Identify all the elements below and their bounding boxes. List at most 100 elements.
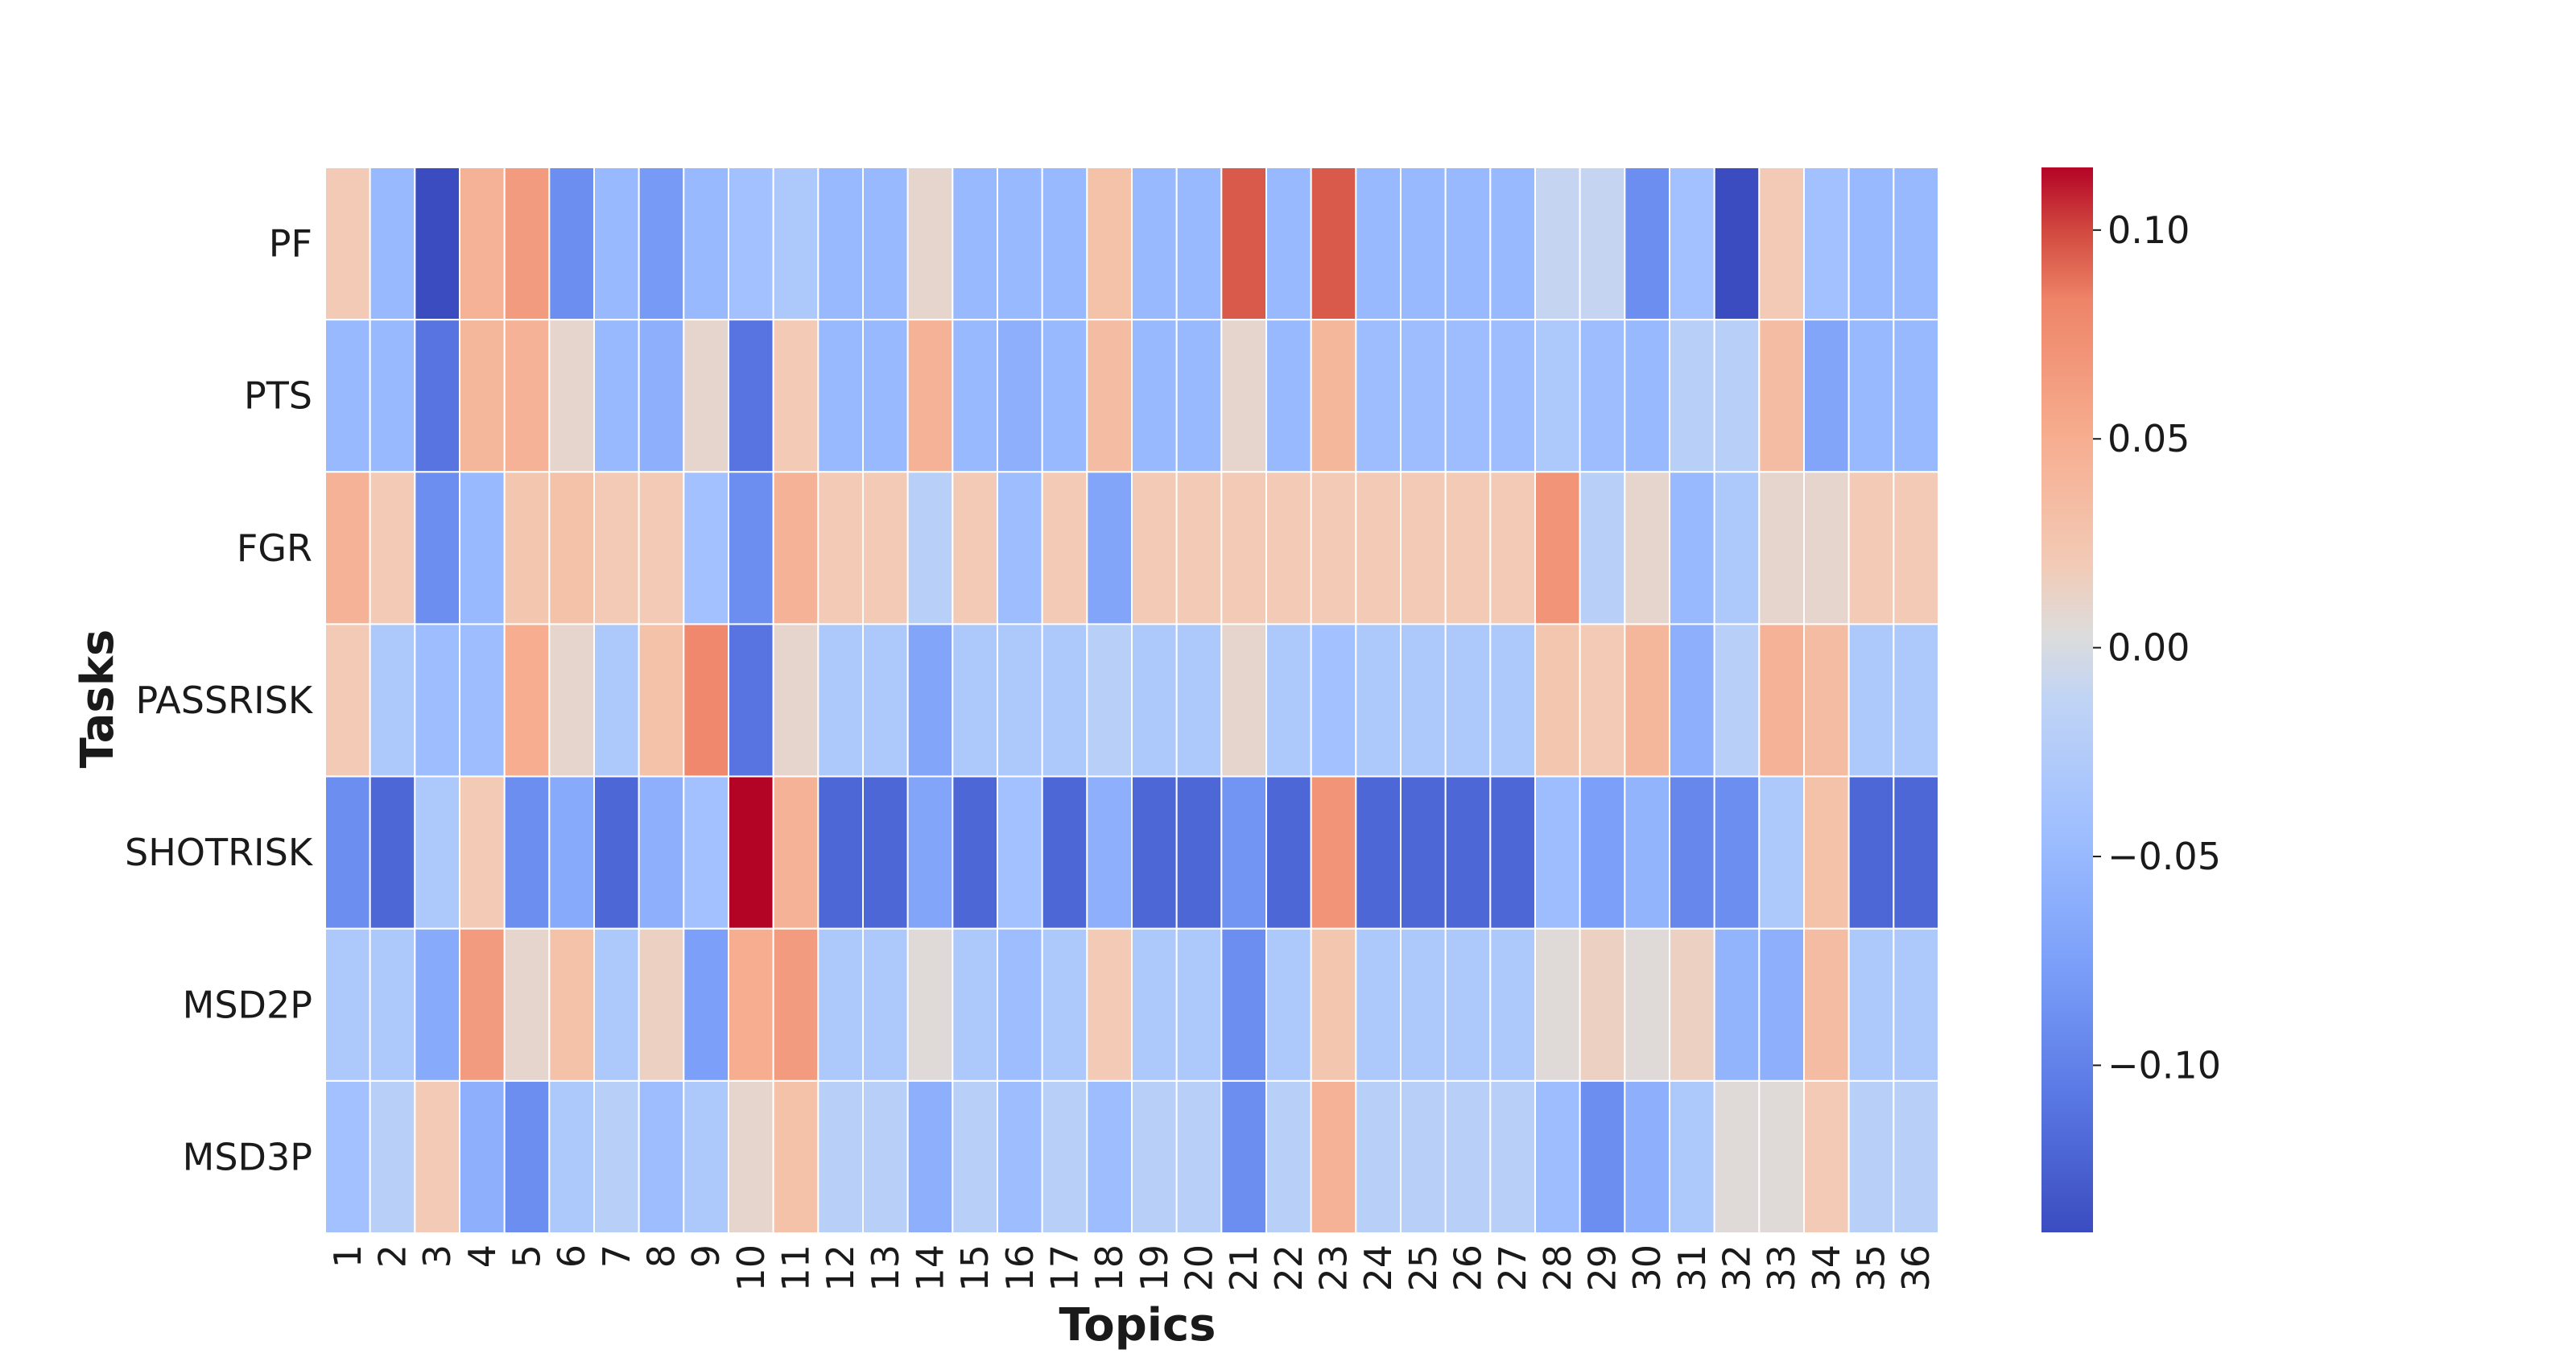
heatmap-cell xyxy=(1310,1079,1357,1235)
heatmap-cell xyxy=(952,623,999,778)
heatmap-cell xyxy=(1579,623,1626,778)
heatmap-cell xyxy=(1265,471,1312,625)
heatmap-cell xyxy=(548,927,595,1082)
colorbar xyxy=(2041,167,2093,1232)
heatmap-cell xyxy=(772,775,819,930)
x-tick-label: 4 xyxy=(460,1244,504,1268)
heatmap-cell xyxy=(728,623,774,778)
heatmap-cell xyxy=(862,775,909,930)
heatmap-cell xyxy=(862,1079,909,1235)
heatmap-cell xyxy=(1624,775,1671,930)
heatmap-cell xyxy=(728,775,774,930)
heatmap-cell xyxy=(369,471,416,625)
x-tick-label: 26 xyxy=(1447,1244,1490,1292)
heatmap-cell xyxy=(593,927,640,1082)
heatmap-cell xyxy=(1803,319,1850,473)
heatmap-cell xyxy=(1758,623,1805,778)
heatmap-cell xyxy=(862,471,909,625)
colorbar-tick-label: −0.05 xyxy=(2107,835,2221,878)
heatmap-cell xyxy=(1220,775,1268,930)
heatmap-cell xyxy=(548,775,595,930)
heatmap-cell xyxy=(1131,775,1178,930)
heatmap-cell xyxy=(1758,319,1805,473)
heatmap-cell xyxy=(1713,167,1761,321)
heatmap-cell xyxy=(1175,319,1223,473)
x-tick-label: 24 xyxy=(1356,1244,1400,1292)
heatmap-cell xyxy=(1579,775,1626,930)
heatmap-cell xyxy=(952,471,999,625)
heatmap-cell xyxy=(1220,1079,1268,1235)
heatmap-cell xyxy=(862,623,909,778)
heatmap-cell xyxy=(728,167,774,321)
x-tick-label: 31 xyxy=(1670,1244,1714,1292)
heatmap-cell xyxy=(369,167,416,321)
heatmap-cell xyxy=(324,927,371,1082)
x-tick-label: 32 xyxy=(1715,1244,1759,1292)
colorbar-tick-label: −0.10 xyxy=(2107,1043,2221,1087)
colorbar-tick-label: 0.05 xyxy=(2107,417,2190,460)
x-tick-label: 36 xyxy=(1894,1244,1938,1292)
heatmap-cell xyxy=(1086,927,1133,1082)
heatmap-cell xyxy=(324,775,371,930)
heatmap-cell xyxy=(817,623,864,778)
heatmap-cell xyxy=(1579,1079,1626,1235)
heatmap-cell xyxy=(1220,927,1268,1082)
heatmap-cell xyxy=(638,927,685,1082)
heatmap-cell xyxy=(952,1079,999,1235)
heatmap-cell xyxy=(683,927,729,1082)
y-tick-label: SHOTRISK xyxy=(125,831,314,874)
heatmap-cell xyxy=(906,167,954,321)
heatmap-cell xyxy=(324,471,371,625)
x-tick-label: 2 xyxy=(371,1244,415,1268)
heatmap-cell xyxy=(1265,319,1312,473)
heatmap-cell xyxy=(414,471,460,625)
heatmap-cell xyxy=(1086,623,1133,778)
heatmap-cell xyxy=(1669,1079,1715,1235)
heatmap-cell xyxy=(862,927,909,1082)
heatmap-cell xyxy=(1489,471,1537,625)
heatmap-cell xyxy=(503,623,551,778)
heatmap-cell xyxy=(772,1079,819,1235)
heatmap-cell xyxy=(1444,167,1492,321)
y-axis-title: Tasks xyxy=(72,629,124,769)
heatmap-cell xyxy=(459,471,506,625)
heatmap-cell xyxy=(1131,167,1178,321)
heatmap-cell xyxy=(503,167,551,321)
heatmap-cell xyxy=(906,1079,954,1235)
heatmap-cell xyxy=(503,471,551,625)
y-tick-label: PASSRISK xyxy=(135,679,313,722)
heatmap-cell xyxy=(1803,623,1850,778)
x-tick-label: 9 xyxy=(684,1244,728,1268)
heatmap-cell xyxy=(1534,927,1581,1082)
heatmap-cell xyxy=(1489,319,1537,473)
heatmap-cell xyxy=(1669,471,1715,625)
heatmap-cell xyxy=(683,1079,729,1235)
heatmap-cell xyxy=(1400,319,1447,473)
heatmap-cell xyxy=(1758,471,1805,625)
heatmap-cell xyxy=(1131,927,1178,1082)
heatmap-cell xyxy=(1489,167,1537,321)
heatmap-cell xyxy=(1803,775,1850,930)
heatmap-cell xyxy=(997,319,1043,473)
heatmap-cell xyxy=(503,1079,551,1235)
heatmap-cell xyxy=(324,1079,371,1235)
colorbar-tick-label: 0.10 xyxy=(2107,208,2190,252)
heatmap-cell xyxy=(906,927,954,1082)
heatmap-cell xyxy=(1847,319,1895,473)
heatmap-cell xyxy=(1893,623,1939,778)
x-tick-label: 1 xyxy=(326,1244,369,1268)
heatmap-cell xyxy=(324,167,371,321)
heatmap-cell xyxy=(1310,927,1357,1082)
heatmap-cell xyxy=(1265,623,1312,778)
heatmap-cell xyxy=(1265,775,1312,930)
heatmap-cell xyxy=(459,927,506,1082)
heatmap-cell xyxy=(1534,775,1581,930)
heatmap-cell xyxy=(593,1079,640,1235)
heatmap-cell xyxy=(1220,471,1268,625)
x-tick-label: 30 xyxy=(1625,1244,1669,1292)
heatmap-cell xyxy=(1847,471,1895,625)
heatmap-cell xyxy=(1893,319,1939,473)
heatmap-cell xyxy=(997,167,1043,321)
heatmap-cell xyxy=(414,167,460,321)
heatmap-cell xyxy=(1893,471,1939,625)
